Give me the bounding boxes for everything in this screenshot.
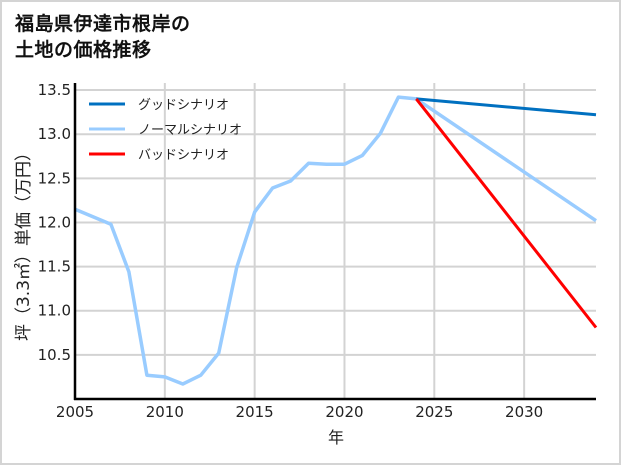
x-axis-label: 年 [327,428,344,447]
series-line-2 [415,97,598,329]
x-tick-label: 2010 [146,403,184,421]
y-tick-label: 13.5 [38,81,71,99]
x-tick-label: 2025 [415,403,453,421]
grid-lines [75,83,596,399]
x-tick-label: 2030 [505,403,543,421]
series-line-1 [74,95,597,386]
x-tick-label: 2005 [56,403,94,421]
y-tick-label: 12.0 [38,213,71,231]
axes [73,83,596,401]
legend-label-0: グッドシナリオ [138,98,229,113]
legend-label-2: バッドシナリオ [138,148,229,163]
legend-label-1: ノーマルシナリオ [138,123,242,138]
y-tick-label: 11.5 [38,258,71,276]
y-tick-label: 13.0 [38,125,71,143]
series-line-0 [416,97,597,117]
x-tick-label: 2015 [236,403,274,421]
chart-title-line-1: 福島県伊達市根岸の [15,13,191,35]
tick-labels: 2005 2010 2015 2020 2025 2030 10.5 11.0 11.5 12.0… [38,81,544,421]
y-tick-label: 10.5 [38,346,71,364]
chart-title-line-2: 土地の価格推移 [15,39,152,61]
y-tick-label: 11.0 [38,302,71,320]
chart-title: 福島県伊達市根岸の 土地の価格推移 [15,11,191,63]
x-tick-label: 2020 [325,403,363,421]
y-tick-label: 12.5 [38,169,71,187]
series-lines [74,95,598,386]
